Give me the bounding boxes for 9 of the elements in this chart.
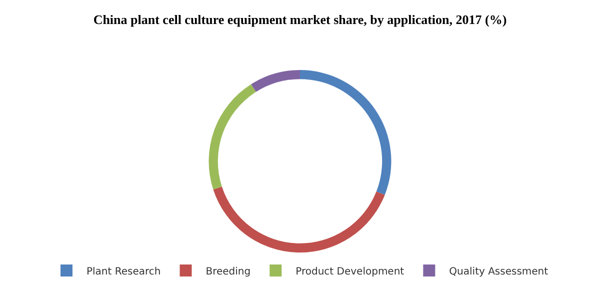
legend-label: Plant Research — [86, 266, 161, 278]
legend-label: Quality Assessment — [449, 266, 548, 278]
donut-slice — [208, 84, 256, 190]
chart-title: China plant cell culture equipment market share, by application, 2017 (%) — [93, 12, 507, 28]
donut-slice — [251, 70, 300, 92]
legend-label: Breeding — [206, 266, 251, 278]
donut-slice — [213, 186, 385, 252]
legend-label: Product Development — [296, 266, 404, 278]
donut-slice — [300, 70, 392, 195]
